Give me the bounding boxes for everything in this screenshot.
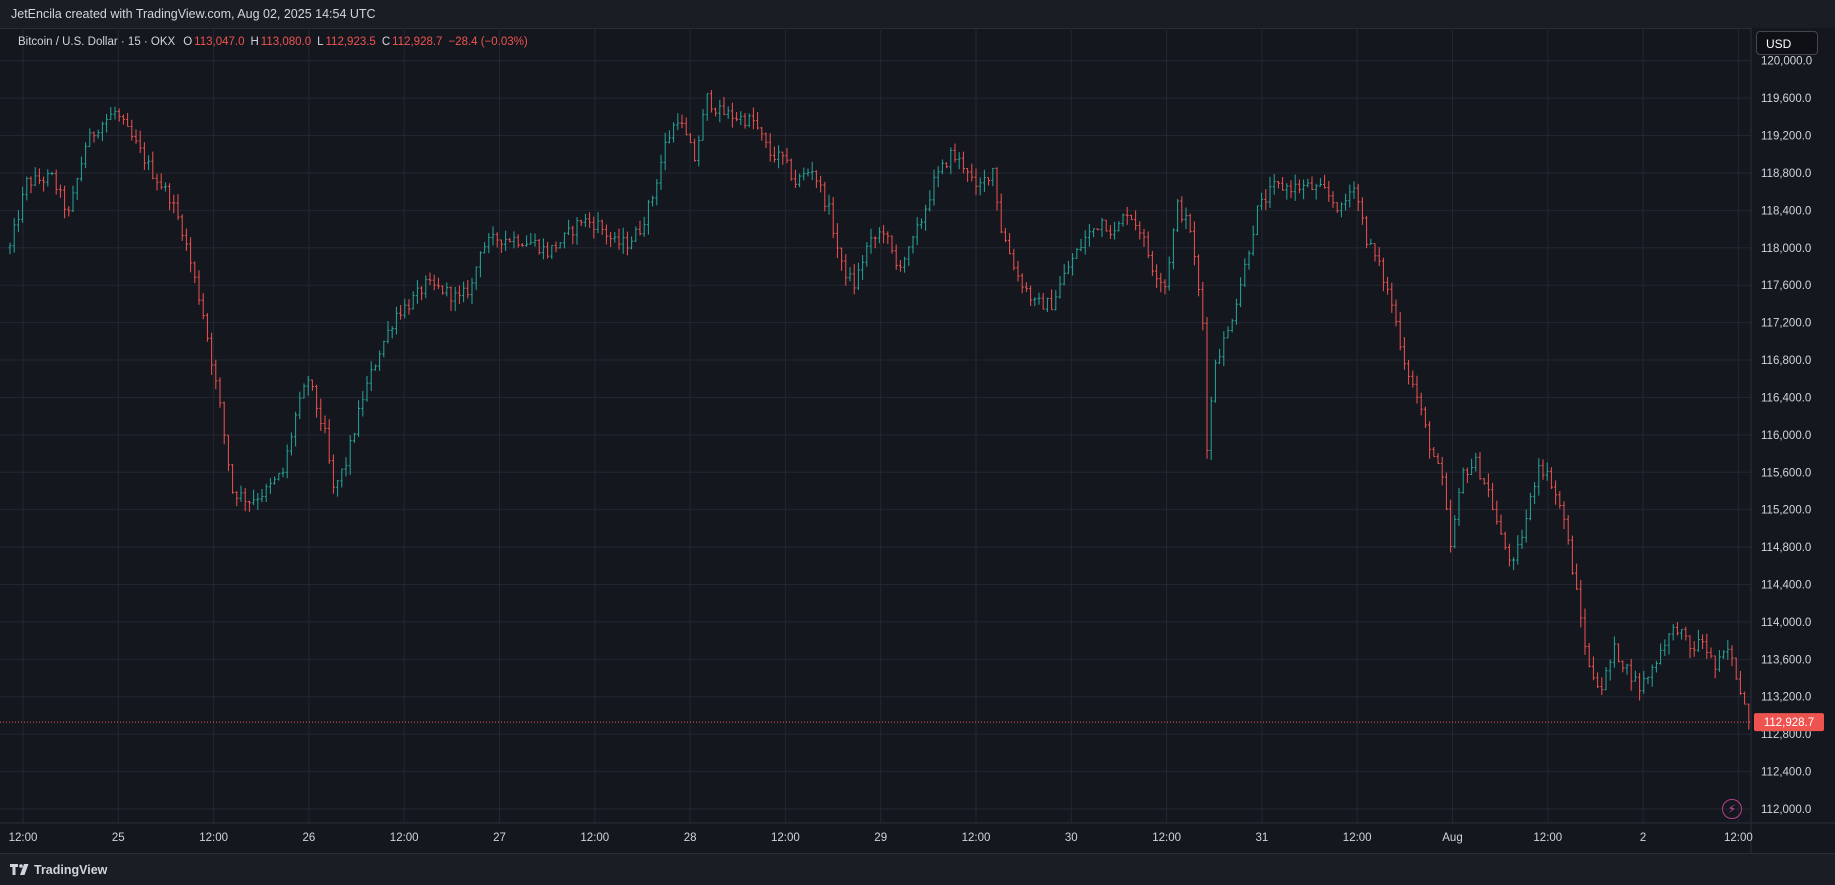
- x-tick-label: 27: [493, 832, 506, 844]
- close-label: C: [381, 36, 391, 48]
- open-label: O: [183, 36, 193, 48]
- x-tick-label: 29: [874, 832, 887, 844]
- high-value: 113,080.0: [260, 36, 312, 48]
- time-axis[interactable]: 12:00 25 12:00 26 12:00 27 12:00 28 12:00 29 12:00…: [0, 822, 1835, 844]
- y-tick-label: 116,000.0: [1761, 430, 1811, 442]
- last-price-label: 112,928.7: [1764, 717, 1814, 729]
- y-tick-label: 118,000.0: [1761, 243, 1811, 255]
- x-tick-label: 30: [1065, 832, 1078, 844]
- x-tick-label: 31: [1256, 832, 1269, 844]
- top-bar: JetEncila created with TradingView.com, …: [0, 0, 1835, 29]
- brand-name: TradingView: [34, 862, 108, 877]
- symbol-name[interactable]: Bitcoin / U.S. Dollar · 15 · OKX: [18, 36, 176, 48]
- x-tick-label: 12:00: [390, 832, 419, 844]
- y-tick-label: 114,800.0: [1761, 542, 1811, 554]
- x-tick-label: 12:00: [1533, 832, 1562, 844]
- bottom-bar: TradingView: [0, 853, 1835, 885]
- ohlc-bars: [8, 89, 1751, 730]
- price-chart[interactable]: 120,000.0 119,600.0 119,200.0 118,800.0 118,…: [0, 28, 1835, 853]
- x-tick-label: Aug: [1442, 832, 1462, 844]
- chart-grid: [0, 28, 1751, 823]
- x-tick-label: 12:00: [1152, 832, 1181, 844]
- x-tick-label: 12:00: [771, 832, 800, 844]
- x-tick-label: 28: [684, 832, 697, 844]
- y-tick-label: 112,400.0: [1761, 767, 1811, 779]
- close-value: 112,928.7: [392, 36, 443, 48]
- y-tick-label: 118,800.0: [1761, 168, 1811, 180]
- x-tick-label: 12:00: [1724, 832, 1753, 844]
- x-tick-label: 12:00: [962, 832, 991, 844]
- y-tick-label: 112,800.0: [1761, 729, 1811, 741]
- last-price-marker: 112,928.7: [0, 713, 1824, 732]
- y-tick-label: 112,000.0: [1761, 804, 1811, 816]
- symbol-legend: Bitcoin / U.S. Dollar · 15 · OKX O 113,04…: [18, 36, 528, 48]
- y-tick-label: 117,200.0: [1761, 318, 1811, 330]
- y-tick-label: 116,400.0: [1761, 392, 1811, 404]
- last-price-badge: [1754, 713, 1824, 732]
- y-tick-label: 116,800.0: [1761, 355, 1811, 367]
- header-attribution: JetEncila created with TradingView.com, …: [11, 7, 376, 21]
- x-tick-label: 12:00: [580, 832, 609, 844]
- y-tick-label: 115,200.0: [1761, 505, 1811, 517]
- low-value: 112,923.5: [325, 36, 376, 48]
- y-tick-label: 115,600.0: [1761, 467, 1811, 479]
- x-tick-label: 12:00: [199, 832, 228, 844]
- tradingview-logo-icon: [10, 864, 29, 875]
- x-tick-label: 2: [1640, 832, 1646, 844]
- y-tick-label: 118,400.0: [1761, 205, 1811, 217]
- low-label: L: [317, 36, 324, 48]
- y-tick-label: 114,000.0: [1761, 617, 1811, 629]
- currency-button[interactable]: USD: [1756, 31, 1818, 55]
- y-tick-label: 119,200.0: [1761, 131, 1811, 143]
- y-tick-label: 120,000.0: [1761, 56, 1812, 68]
- lightning-icon[interactable]: ⚡: [1722, 799, 1742, 819]
- open-value: 113,047.0: [194, 36, 245, 48]
- change-value: −28.4 (−0.03%): [448, 36, 528, 48]
- x-tick-label: 12:00: [9, 832, 38, 844]
- x-tick-label: 12:00: [1343, 832, 1372, 844]
- y-tick-label: 114,400.0: [1761, 580, 1811, 592]
- high-label: H: [250, 36, 259, 48]
- y-tick-label: 119,600.0: [1761, 93, 1811, 105]
- y-tick-label: 113,200.0: [1761, 692, 1811, 704]
- y-tick-label: 117,600.0: [1761, 280, 1811, 292]
- x-tick-label: 25: [112, 832, 125, 844]
- y-tick-label: 113,600.0: [1761, 654, 1811, 666]
- x-tick-label: 26: [303, 832, 316, 844]
